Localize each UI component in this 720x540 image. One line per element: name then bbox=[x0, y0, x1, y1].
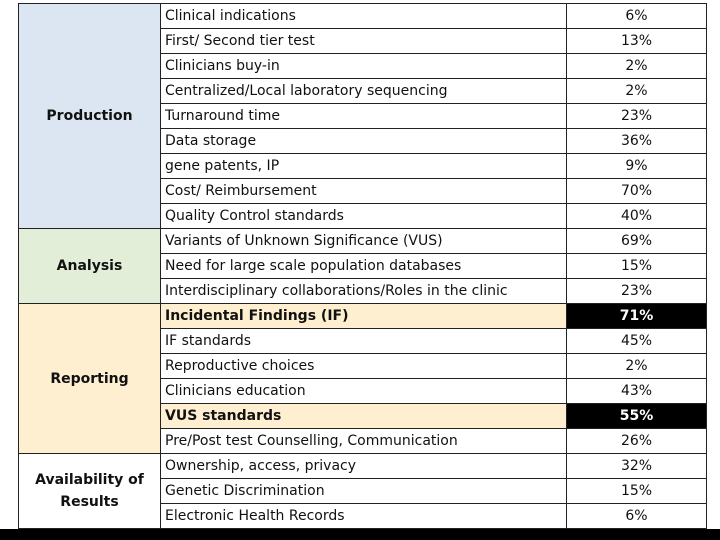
issue-cell: Variants of Unknown Significance (VUS) bbox=[160, 228, 567, 254]
table-row: Genetic Discrimination 15% bbox=[19, 478, 707, 504]
table-row: Production Clinical indications 6% bbox=[18, 3, 707, 229]
issue-cell: Genetic Discrimination bbox=[160, 478, 567, 504]
issue-cell: Data storage bbox=[160, 128, 567, 154]
issue-cell: Need for large scale population database… bbox=[160, 253, 567, 279]
issue-cell: Turnaround time bbox=[160, 103, 567, 129]
percentage-cell: 6% bbox=[566, 503, 707, 529]
issue-cell: Cost/ Reimbursement bbox=[160, 178, 567, 204]
percentage-cell: 9% bbox=[566, 153, 707, 179]
percentage-cell: 23% bbox=[566, 103, 707, 129]
percentage-cell: 36% bbox=[566, 128, 707, 154]
percentage-cell: 15% bbox=[566, 253, 707, 279]
issues-table: Production Clinical indications 6% First/ S… bbox=[18, 3, 707, 529]
table-row: Turnaround time 23% bbox=[19, 103, 707, 129]
issue-cell: Quality Control standards bbox=[160, 203, 567, 229]
table-row: Pre/Post test Counselling, Communication… bbox=[19, 428, 707, 454]
percentage-cell: 71% bbox=[566, 303, 707, 329]
category-cell: Analysis bbox=[18, 228, 161, 304]
category-cell: Availability of Results bbox=[18, 453, 161, 529]
percentage-cell: 40% bbox=[566, 203, 707, 229]
table-row: Analysis Variants of Unknown Significance… bbox=[18, 228, 707, 304]
table-row: Reporting Incidental Findings (IF) 71% bbox=[18, 303, 707, 454]
percentage-cell: 55% bbox=[566, 403, 707, 429]
issue-cell: gene patents, IP bbox=[160, 153, 567, 179]
table-row: Quality Control standards 40% bbox=[19, 203, 707, 229]
issue-cell: Incidental Findings (IF) bbox=[160, 303, 567, 329]
table-row: Data storage 36% bbox=[19, 128, 707, 154]
issues-table-body: Production Clinical indications 6% First/ S… bbox=[18, 3, 707, 529]
issue-cell: Centralized/Local laboratory sequencing bbox=[160, 78, 567, 104]
percentage-cell: 26% bbox=[566, 428, 707, 454]
table-row: IF standards 45% bbox=[19, 328, 707, 354]
percentage-cell: 69% bbox=[566, 228, 707, 254]
issue-cell: VUS standards bbox=[160, 403, 567, 429]
bottom-bar bbox=[0, 529, 720, 540]
percentage-cell: 32% bbox=[566, 453, 707, 479]
percentage-cell: 2% bbox=[566, 53, 707, 79]
issue-cell: Pre/Post test Counselling, Communication bbox=[160, 428, 567, 454]
table-row: Electronic Health Records 6% bbox=[19, 503, 707, 529]
issue-cell: Clinicians buy-in bbox=[160, 53, 567, 79]
percentage-cell: 15% bbox=[566, 478, 707, 504]
percentage-cell: 45% bbox=[566, 328, 707, 354]
table-row: Availability of Results Ownership, access… bbox=[18, 453, 707, 529]
table-row: First/ Second tier test 13% bbox=[19, 28, 707, 54]
table-row: Centralized/Local laboratory sequencing 2… bbox=[19, 78, 707, 104]
percentage-cell: 70% bbox=[566, 178, 707, 204]
category-cell: Production bbox=[18, 3, 161, 229]
percentage-cell: 13% bbox=[566, 28, 707, 54]
table-row: VUS standards 55% bbox=[19, 403, 707, 429]
issue-cell: Reproductive choices bbox=[160, 353, 567, 379]
table-row: Clinicians education 43% bbox=[19, 378, 707, 404]
category-cell: Reporting bbox=[18, 303, 161, 454]
issue-cell: Interdisciplinary collaborations/Roles i… bbox=[160, 278, 567, 304]
percentage-cell: 2% bbox=[566, 78, 707, 104]
table-row: Reproductive choices 2% bbox=[19, 353, 707, 379]
issue-cell: Clinical indications bbox=[160, 3, 567, 29]
table-row: Cost/ Reimbursement 70% bbox=[19, 178, 707, 204]
issue-cell: Clinicians education bbox=[160, 378, 567, 404]
percentage-cell: 6% bbox=[566, 3, 707, 29]
percentage-cell: 23% bbox=[566, 278, 707, 304]
percentage-cell: 43% bbox=[566, 378, 707, 404]
issue-cell: Electronic Health Records bbox=[160, 503, 567, 529]
issue-cell: Ownership, access, privacy bbox=[160, 453, 567, 479]
issue-cell: First/ Second tier test bbox=[160, 28, 567, 54]
table-row: gene patents, IP 9% bbox=[19, 153, 707, 179]
percentage-cell: 2% bbox=[566, 353, 707, 379]
table-row: Need for large scale population database… bbox=[19, 253, 707, 279]
issue-cell: IF standards bbox=[160, 328, 567, 354]
